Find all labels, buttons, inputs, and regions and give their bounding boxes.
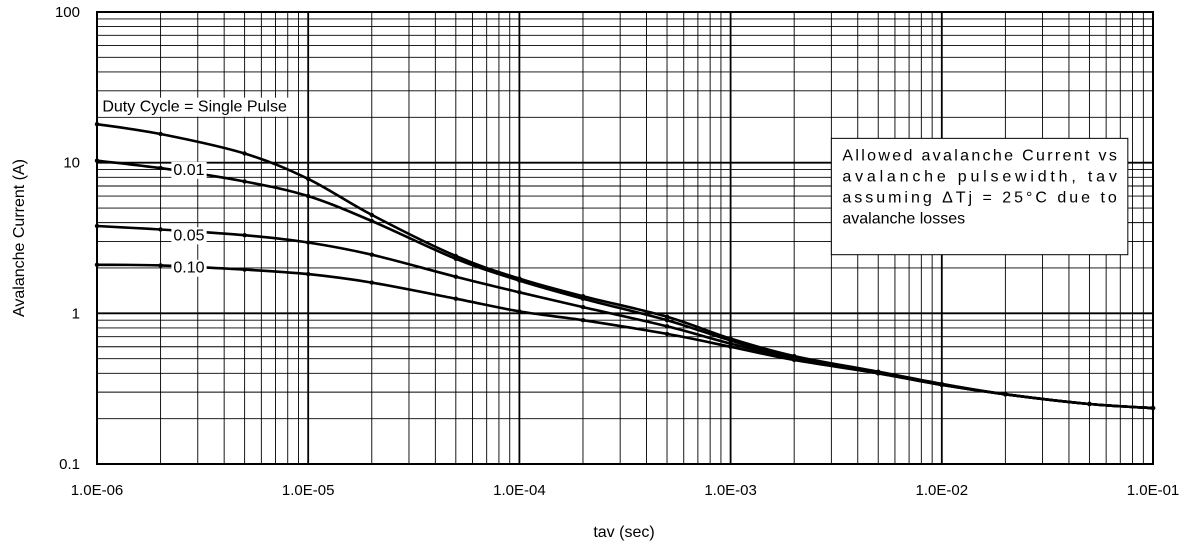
x-tick-label: 1.0E-06 — [71, 482, 124, 499]
duty-cycle-label-box — [99, 97, 290, 117]
data-point-single-pulse — [306, 176, 311, 182]
data-point-0-10 — [580, 318, 586, 323]
tick-labels: 1.0E-06 1.0E-05 1.0E-04 1.0E-03 1.0E-02 1.0E-… — [55, 4, 1179, 499]
data-point-0-10 — [939, 382, 944, 388]
data-point-0-10 — [792, 357, 797, 363]
data-point-0-05 — [580, 304, 586, 310]
data-point-0-10 — [664, 331, 670, 337]
data-point-0-01 — [453, 256, 458, 261]
data-point-0-05 — [242, 233, 247, 238]
data-point-single-pulse — [664, 314, 670, 319]
plot-frame — [96, 11, 1154, 465]
label-box-0-05 — [171, 227, 207, 245]
data-point-0-10 — [453, 296, 458, 301]
curve-label-0-01: 0.01 — [173, 162, 204, 179]
note-line-1: Allowed avalanche Current vs — [842, 147, 1116, 164]
plot-grid — [96, 12, 1153, 465]
series-lines — [94, 122, 1156, 411]
label-box-0-10 — [171, 259, 207, 277]
note-line-4: avalanche losses — [842, 210, 965, 227]
data-point-0-01 — [517, 278, 522, 283]
y-tick-label: 1 — [72, 305, 80, 322]
data-point-0-10 — [728, 344, 733, 349]
note-box-frame — [830, 137, 1129, 256]
data-point-0-01 — [728, 338, 733, 343]
y-tick-label: 100 — [55, 4, 80, 21]
curve-label-0-10: 0.10 — [173, 260, 204, 277]
data-point-0-10 — [876, 371, 881, 376]
data-point-single-pulse — [158, 131, 163, 137]
data-point-0-05 — [453, 274, 458, 279]
data-point-0-01 — [369, 218, 374, 224]
data-point-0-01 — [664, 318, 670, 323]
x-tick-label: 1.0E-05 — [282, 482, 335, 499]
note-box: Allowed avalanche Current vs avalanche p… — [830, 137, 1129, 256]
data-point-0-10 — [369, 280, 374, 285]
data-point-0-05 — [728, 341, 733, 346]
data-point-0-05 — [664, 324, 670, 329]
x-tick-label: 1.0E-03 — [704, 482, 757, 499]
data-point-0-10 — [1003, 392, 1008, 397]
data-point-0-05 — [517, 290, 522, 295]
data-point-0-01 — [580, 296, 586, 301]
x-tick-label: 1.0E-01 — [1127, 482, 1180, 499]
data-point-0-10 — [1087, 401, 1092, 407]
data-point-0-05 — [306, 240, 311, 245]
y-tick-label: 0.1 — [59, 456, 80, 473]
data-point-single-pulse — [242, 151, 247, 156]
series-line-0-10 — [96, 263, 1154, 410]
label-box-0-01 — [171, 161, 207, 179]
y-axis-title: Avalanche Current (A) — [11, 159, 28, 317]
data-point-0-10 — [517, 309, 522, 314]
curve-annotations: Duty Cycle = Single Pulse 0.01 0.05 0.10 — [99, 97, 290, 277]
data-point-single-pulse — [369, 212, 374, 218]
data-point-0-05 — [369, 252, 374, 257]
x-axis-title: tav (sec) — [593, 524, 654, 541]
data-point-0-01 — [158, 165, 163, 171]
x-tick-label: 1.0E-02 — [916, 482, 969, 499]
data-point-0-05 — [158, 227, 163, 232]
data-point-0-10 — [158, 263, 163, 268]
data-point-0-01 — [242, 179, 247, 184]
y-tick-label: 10 — [63, 155, 80, 172]
data-point-0-10 — [306, 271, 311, 277]
data-point-0-10 — [242, 267, 247, 272]
duty-cycle-label: Duty Cycle = Single Pulse — [102, 99, 287, 116]
data-point-0-01 — [306, 193, 311, 199]
x-tick-label: 1.0E-04 — [493, 482, 546, 499]
curve-label-0-05: 0.05 — [173, 227, 204, 244]
